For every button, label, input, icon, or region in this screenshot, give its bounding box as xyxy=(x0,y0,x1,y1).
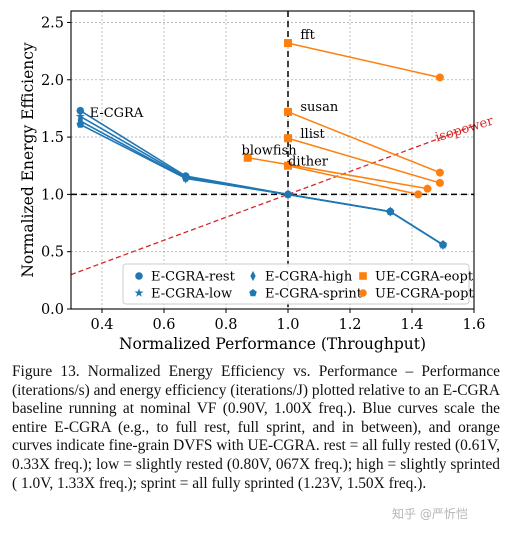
x-tick-label: 1.2 xyxy=(338,317,361,333)
annotation-dither: dither xyxy=(288,155,329,170)
x-tick-label: 0.6 xyxy=(152,317,175,333)
annotation-blowfish: blowfish xyxy=(242,144,298,159)
legend-item-e-cgra-sprint: E-CGRA-sprint xyxy=(249,287,363,302)
y-tick-label: 0.5 xyxy=(41,245,64,261)
series-line xyxy=(287,164,419,196)
series-line xyxy=(79,123,444,246)
legend-label: E-CGRA-low xyxy=(151,287,232,302)
legend-label: UE-CGRA-eopt xyxy=(375,270,474,285)
reference-lines xyxy=(70,11,475,309)
marker-square xyxy=(243,153,252,162)
legend-item-e-cgra-high: E-CGRA-high xyxy=(250,270,353,285)
marker-pentagon xyxy=(76,120,85,128)
marker-pentagon xyxy=(284,190,292,198)
annotation-e-cgra: E-CGRA xyxy=(90,106,144,121)
series-ue-cgra-susan xyxy=(284,107,444,177)
series-line xyxy=(287,42,441,79)
series-line xyxy=(79,110,444,246)
marker-square xyxy=(284,39,292,48)
x-tick-label: 1.6 xyxy=(462,317,485,333)
series-line xyxy=(79,120,444,246)
x-tick-label: 1.0 xyxy=(276,317,299,333)
marker-square xyxy=(284,107,292,116)
series-ue-cgra-llist xyxy=(284,134,444,187)
series-line xyxy=(287,137,441,184)
legend-item-e-cgra-low: E-CGRA-low xyxy=(134,287,232,302)
legend: E-CGRA-rest E-CGRA-high UE-CGRA-eopt E-CGRA… xyxy=(122,263,474,305)
axis-ticks: 0.4 0.6 0.8 1.0 1.2 1.4 1.6 0.0 0.5 1.0 1.5 2.0 2.5 xyxy=(41,15,486,333)
figure-caption: Figure 13. Normalized Energy Efficiency … xyxy=(12,363,500,492)
series-ue-cgra-fft xyxy=(284,39,444,82)
series-line xyxy=(287,111,441,174)
y-tick-label: 0.0 xyxy=(41,302,64,318)
series-e-cgra-low xyxy=(75,111,448,249)
watermark: 知乎 @严忻恺 xyxy=(392,507,468,521)
marker-pentagon xyxy=(386,207,395,215)
marker-circle xyxy=(435,73,444,82)
legend-item-e-cgra-rest: E-CGRA-rest xyxy=(135,270,236,285)
marker-pentagon xyxy=(181,174,190,182)
y-tick-label: 2.0 xyxy=(41,73,64,89)
y-tick-label: 1.0 xyxy=(41,187,64,203)
marker-circle xyxy=(435,168,444,177)
legend-label: E-CGRA-rest xyxy=(151,270,236,285)
marker-pentagon xyxy=(439,240,447,248)
marker-diamond xyxy=(250,270,256,282)
y-axis-label: Normalized Energy Efficiency xyxy=(19,42,37,278)
annotation-isopower: isopower xyxy=(434,113,496,145)
marker-circle xyxy=(435,178,444,187)
marker-circle xyxy=(423,184,432,193)
legend-label: E-CGRA-high xyxy=(265,270,353,285)
x-tick-label: 0.4 xyxy=(90,317,113,333)
marker-square xyxy=(284,161,292,170)
x-tick-label: 1.4 xyxy=(400,317,423,333)
series-line xyxy=(247,156,428,190)
marker-star xyxy=(134,288,144,297)
marker-circle xyxy=(359,289,367,297)
legend-label: UE-CGRA-popt xyxy=(375,287,474,302)
marker-square xyxy=(284,134,292,143)
legend-item-ue-cgra-eopt: UE-CGRA-eopt xyxy=(359,270,474,285)
plot-frame xyxy=(70,10,475,310)
marker-circle xyxy=(76,106,85,115)
annotation-susan: susan xyxy=(300,100,338,115)
annotation-llist: llist xyxy=(300,127,325,142)
legend-label: E-CGRA-sprint xyxy=(265,287,363,302)
y-tick-label: 1.5 xyxy=(41,130,64,146)
annotation-fft: fft xyxy=(300,28,315,43)
marker-square xyxy=(359,272,367,280)
x-tick-label: 0.8 xyxy=(214,317,237,333)
series-ue-cgra-dither xyxy=(284,161,423,199)
legend-box xyxy=(122,263,470,305)
marker-circle xyxy=(135,272,143,280)
y-tick-label: 2.5 xyxy=(41,15,64,31)
legend-item-ue-cgra-popt: UE-CGRA-popt xyxy=(359,287,474,302)
series-e-cgra-rest xyxy=(76,106,447,249)
marker-pentagon xyxy=(249,289,257,297)
series-line xyxy=(79,115,444,246)
series-e-cgra-sprint xyxy=(76,120,447,248)
marker-circle xyxy=(414,190,423,199)
data-series xyxy=(75,39,448,250)
x-axis-label: Normalized Performance (Throughput) xyxy=(119,335,426,353)
series-ue-cgra-blowfish xyxy=(243,153,432,193)
